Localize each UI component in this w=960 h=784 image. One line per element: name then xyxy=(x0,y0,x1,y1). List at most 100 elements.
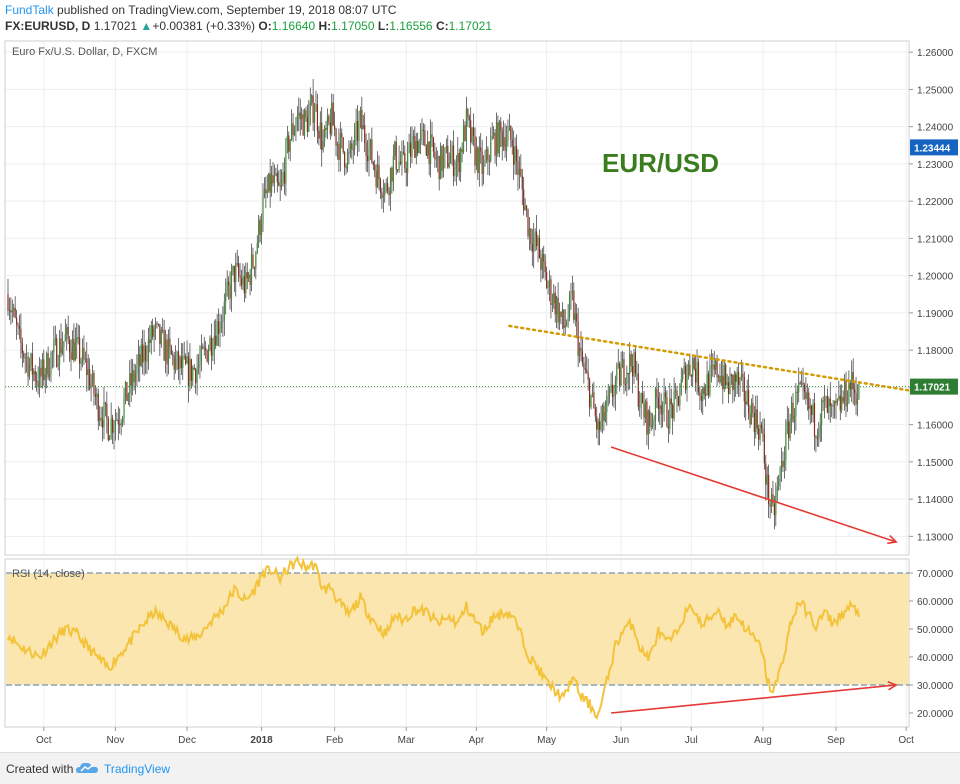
candle-body xyxy=(336,143,339,146)
candle-body xyxy=(93,372,95,395)
candle-body xyxy=(202,346,204,349)
low-label: L: xyxy=(377,19,390,33)
candle-body xyxy=(513,146,515,165)
candle-body xyxy=(226,281,228,292)
candle-body xyxy=(222,321,224,323)
candle-body xyxy=(309,102,311,113)
publisher-link[interactable]: FundTalk xyxy=(5,3,54,17)
candle-body xyxy=(505,140,508,151)
candle-body xyxy=(461,148,463,153)
candle-body xyxy=(404,152,406,169)
candle-body xyxy=(621,359,624,368)
price-tick-label: 1.23000 xyxy=(917,160,954,171)
close-label: C: xyxy=(435,19,449,33)
candle-body xyxy=(13,307,15,311)
candle-body xyxy=(20,328,22,344)
candle-body xyxy=(746,390,748,405)
candle-body xyxy=(717,375,720,378)
time-tick-label: Oct xyxy=(36,735,52,746)
rsi-axis[interactable]: 70.0000 60.0000 50.0000 40.0000 30.0000 20.00… xyxy=(909,569,954,720)
candle-body xyxy=(408,142,410,154)
footer: Created with TradingView xyxy=(0,752,960,784)
candle-body xyxy=(153,328,155,337)
candle-body xyxy=(397,169,399,171)
candle-body xyxy=(167,338,170,365)
candle-body xyxy=(77,337,79,339)
candle-body xyxy=(690,374,692,377)
candle-body xyxy=(587,372,589,380)
candle-body xyxy=(716,360,718,378)
candle-body xyxy=(831,405,833,407)
candle-body xyxy=(220,322,223,328)
candle-body xyxy=(242,276,244,286)
candle-body xyxy=(488,160,490,162)
candle-body xyxy=(528,228,531,237)
candle-body xyxy=(653,419,655,421)
candle-body xyxy=(369,139,372,148)
candle-body xyxy=(160,329,162,345)
candle-body xyxy=(378,164,380,180)
candle-body xyxy=(780,460,783,469)
candle-body xyxy=(631,366,634,377)
candle-body xyxy=(366,155,369,162)
candle-body xyxy=(715,360,717,370)
price-tick-label: 1.21000 xyxy=(917,234,954,245)
open-value: 1.16640 xyxy=(271,19,316,33)
candle-body xyxy=(538,237,541,259)
candle-body xyxy=(640,393,642,407)
candle-body xyxy=(7,294,9,312)
candle-body xyxy=(344,152,346,167)
candle-body xyxy=(593,392,595,409)
candle-body xyxy=(843,380,846,402)
candle-body xyxy=(553,292,555,304)
candle-body xyxy=(471,127,473,143)
candle-body xyxy=(617,363,619,366)
candle-body xyxy=(41,359,43,377)
candle-body xyxy=(38,367,41,387)
candle-body xyxy=(484,159,486,164)
price-axis[interactable]: 1.26000 1.25000 1.24000 1.23000 1.22000 1.210… xyxy=(909,48,958,543)
candle-body xyxy=(586,369,588,373)
candle-body xyxy=(462,125,465,153)
candle-body xyxy=(597,421,599,430)
candle-body xyxy=(752,403,754,413)
candle-body xyxy=(515,146,518,161)
candle-body xyxy=(387,183,389,191)
candle-body xyxy=(243,276,245,294)
candle-body xyxy=(557,297,559,323)
time-axis[interactable]: Oct Nov Dec 2018 Feb Mar Apr May Jun Jul Aug Sep Oct xyxy=(36,727,914,746)
candle-body xyxy=(127,394,129,402)
candle-body xyxy=(331,102,333,135)
candle-body xyxy=(577,321,579,356)
candle-body xyxy=(136,364,138,374)
candle-body xyxy=(123,397,125,418)
time-tick-label: Jun xyxy=(613,735,629,746)
rsi-title: RSI (14, close) xyxy=(12,568,85,580)
price-chart[interactable]: 1.26000 1.25000 1.24000 1.23000 1.22000 1.210… xyxy=(0,38,960,752)
time-tick-label: Nov xyxy=(107,735,125,746)
candle-body xyxy=(656,388,658,398)
candle-body xyxy=(68,339,71,353)
candle-body xyxy=(255,252,257,269)
candle-body xyxy=(432,137,435,152)
candle-body xyxy=(215,335,217,346)
candle-body xyxy=(497,122,499,154)
candle-body xyxy=(699,392,701,397)
candle-body xyxy=(467,108,469,117)
candle-body xyxy=(712,364,714,366)
candle-body xyxy=(470,120,472,143)
candle-body xyxy=(773,503,775,516)
tradingview-brand-link[interactable]: TradingView xyxy=(104,762,171,776)
candle-body xyxy=(323,127,326,142)
time-tick-label: Jul xyxy=(685,735,698,746)
candle-body xyxy=(429,134,432,164)
candle-body xyxy=(205,347,207,351)
candle-body xyxy=(339,133,341,160)
candle-body xyxy=(405,168,407,173)
candle-body xyxy=(455,162,457,170)
candle-body xyxy=(312,95,314,123)
candle-body xyxy=(117,419,119,424)
candle-body xyxy=(520,168,522,176)
candle-body xyxy=(822,400,824,402)
candle-body xyxy=(636,373,638,375)
